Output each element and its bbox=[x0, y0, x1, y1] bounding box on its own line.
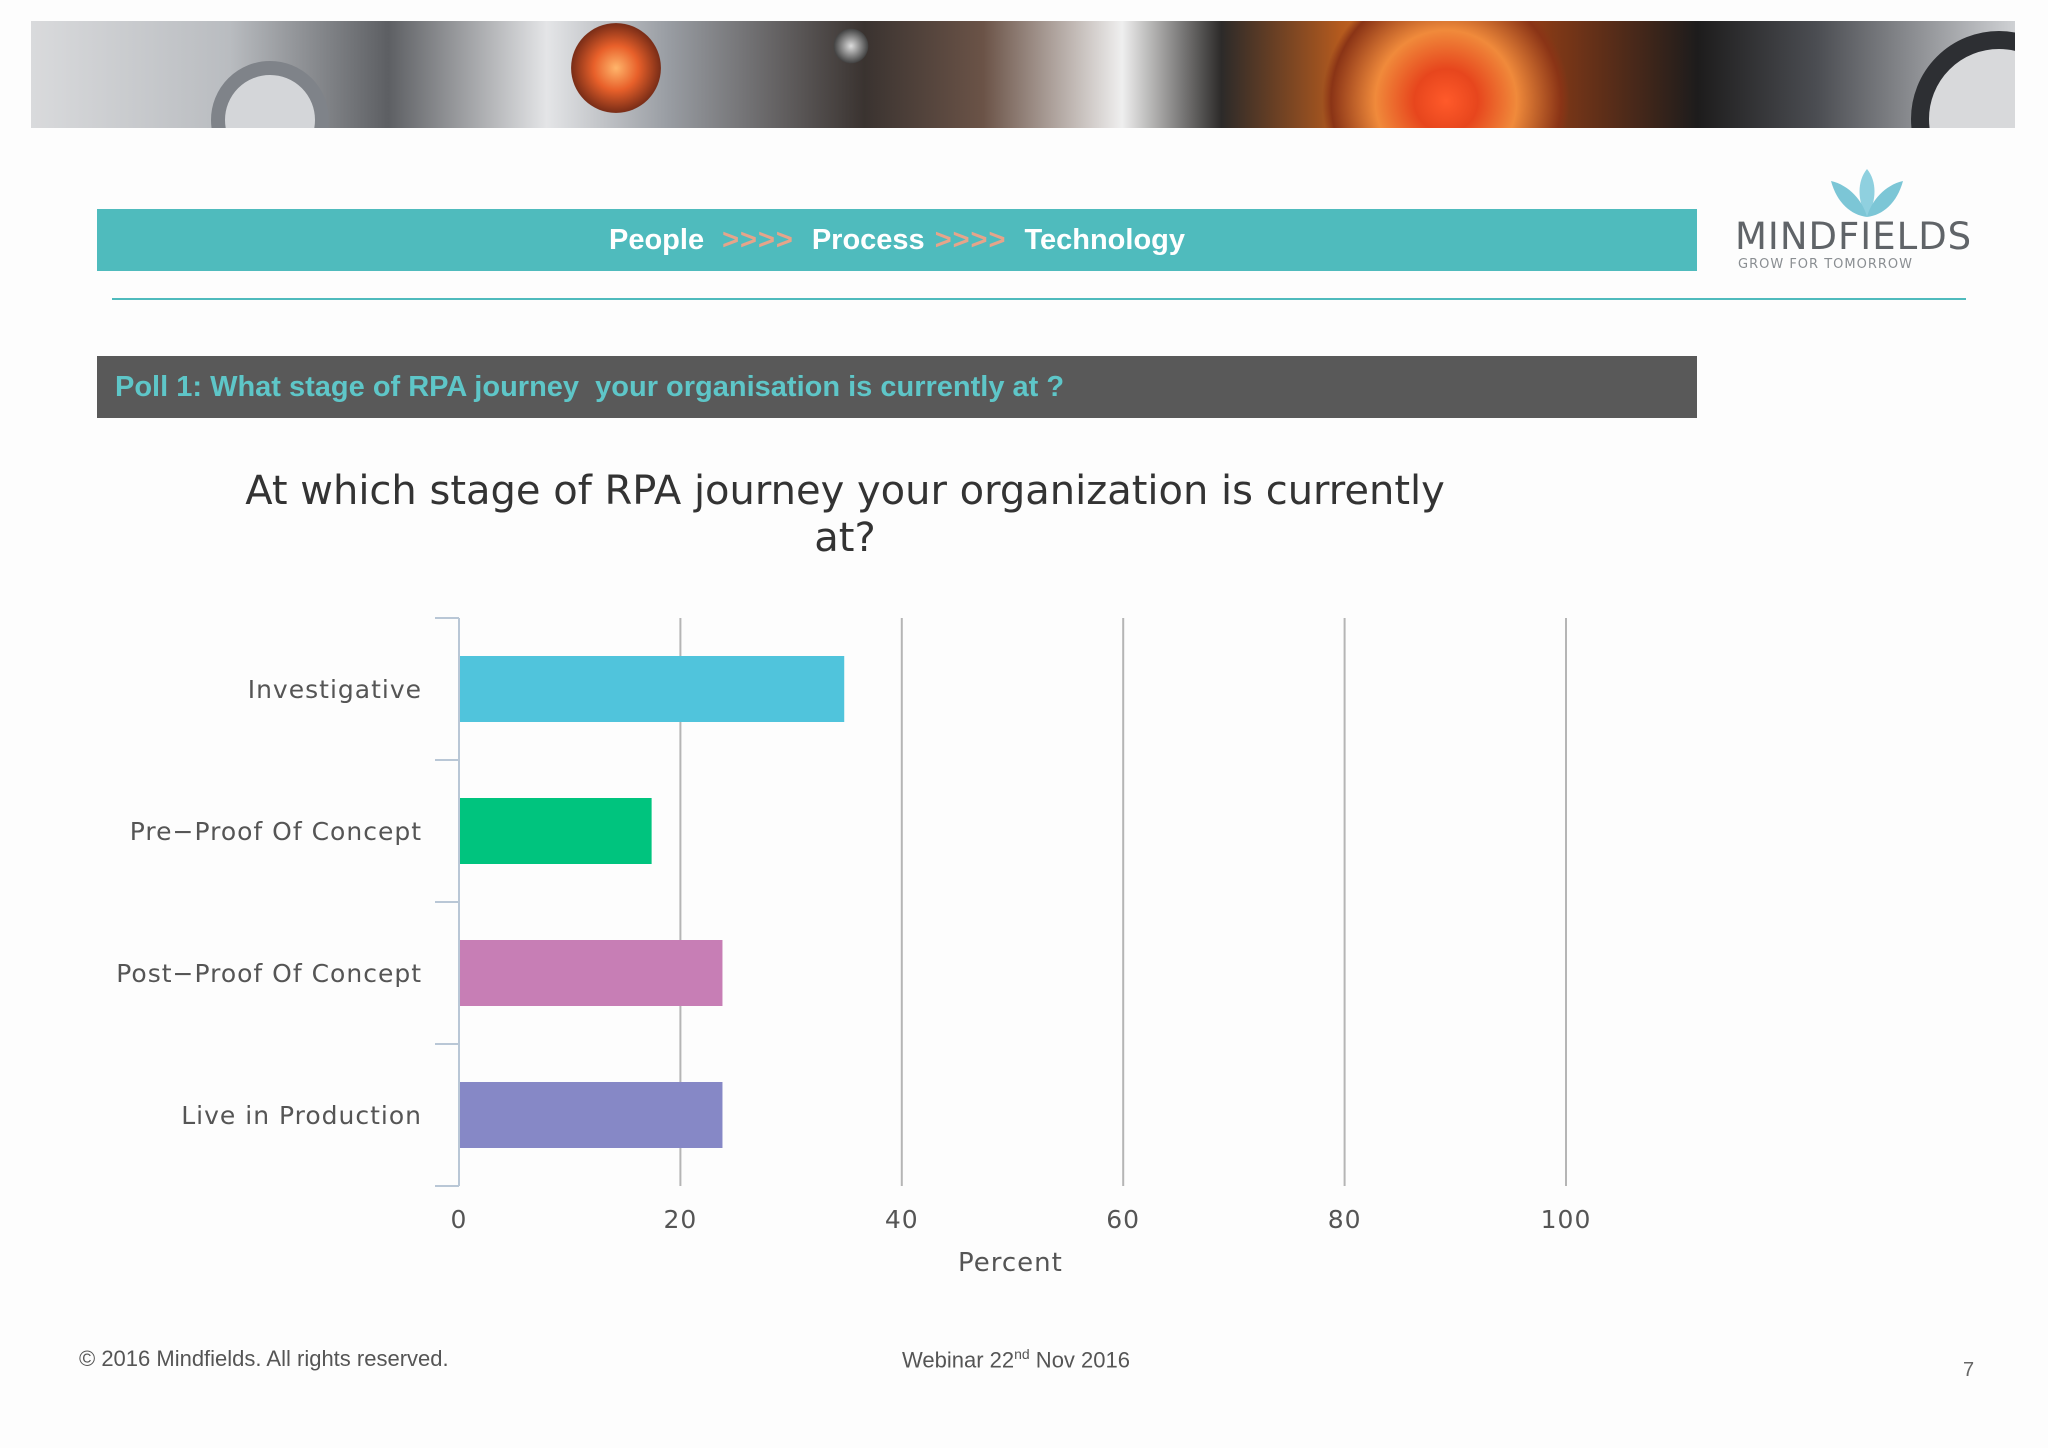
webinar-ordinal: nd bbox=[1014, 1346, 1030, 1362]
bar bbox=[459, 656, 845, 722]
chart-title: At which stage of RPA journey your organ… bbox=[160, 468, 1530, 562]
page-number: 7 bbox=[1963, 1359, 1975, 1381]
logo-tagline: GROW FOR TOMORROW bbox=[1738, 257, 1913, 272]
poll-title-bar: Poll 1: What stage of RPA journey your o… bbox=[97, 356, 1697, 418]
x-tick-label: 20 bbox=[663, 1205, 697, 1234]
bar bbox=[459, 798, 652, 864]
chart-title-line-1: At which stage of RPA journey your organ… bbox=[245, 468, 1445, 514]
webinar-prefix: Webinar 22 bbox=[902, 1347, 1015, 1373]
category-label: Investigative bbox=[248, 675, 422, 704]
header-banner-image bbox=[31, 21, 2015, 128]
people-label: People bbox=[608, 223, 705, 256]
robot-eye-glow bbox=[1321, 21, 1571, 128]
x-axis-label: Percent bbox=[958, 1248, 1063, 1278]
bolt-shape bbox=[831, 26, 871, 66]
people-process-technology-bar: People >>>> Process >>>> Technology bbox=[97, 209, 1697, 271]
divider-line bbox=[112, 298, 1966, 300]
orange-light bbox=[571, 23, 661, 113]
copyright-text: © 2016 Mindfields. All rights reserved. bbox=[79, 1346, 449, 1371]
category-label: Post−Proof Of Concept bbox=[116, 959, 422, 988]
logo-wordmark: MINDFIELDS bbox=[1735, 215, 1973, 258]
x-tick-label: 60 bbox=[1106, 1205, 1140, 1234]
technology-label: Technology bbox=[1024, 223, 1186, 256]
x-tick-label: 100 bbox=[1541, 1205, 1592, 1234]
bar bbox=[459, 940, 723, 1006]
chart-title-line-2: at? bbox=[814, 515, 876, 561]
process-label: Process bbox=[811, 223, 925, 256]
x-tick-label: 80 bbox=[1328, 1205, 1362, 1234]
mindfields-logo: MINDFIELDS GROW FOR TOMORROW bbox=[1735, 165, 1980, 275]
category-label: Live in Production bbox=[181, 1101, 422, 1130]
arrows-separator-2: >>>> bbox=[934, 223, 1007, 256]
category-label: Pre−Proof Of Concept bbox=[130, 817, 422, 846]
poll-title: Poll 1: What stage of RPA journey your o… bbox=[115, 370, 1065, 403]
webinar-suffix: Nov 2016 bbox=[1029, 1347, 1130, 1373]
bar bbox=[459, 1082, 723, 1148]
x-tick-label: 0 bbox=[451, 1205, 468, 1234]
webinar-date: Webinar 22nd Nov 2016 bbox=[902, 1346, 1130, 1373]
x-tick-label: 40 bbox=[885, 1205, 919, 1234]
arrows-separator-1: >>>> bbox=[722, 223, 794, 256]
lotus-icon bbox=[1831, 169, 1903, 217]
